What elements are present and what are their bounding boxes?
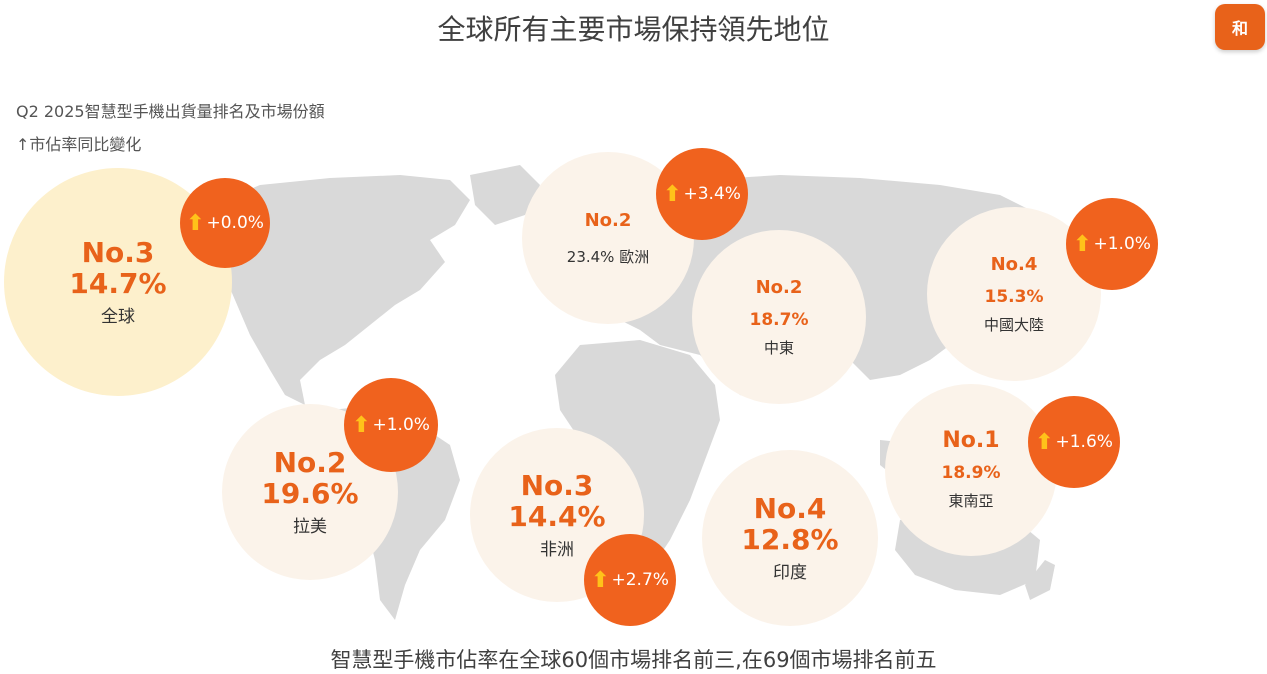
market-region: 印度 (773, 562, 807, 583)
market-bubble-global: No.3 14.7% 全球 (4, 168, 232, 396)
footer-note: 智慧型手機市佔率在全球60個市場排名前三,在69個市場排名前五 (330, 648, 937, 672)
market-rank: No.4 (990, 253, 1038, 275)
market-rank: No.2 (273, 445, 347, 479)
change-value: +2.7% (611, 570, 669, 590)
change-badge-china: ⬆ +1.0% (1066, 198, 1158, 290)
change-value: +3.4% (683, 184, 741, 204)
up-arrow-icon: ⬆ (1035, 429, 1054, 455)
brand-badge[interactable]: 和 (1215, 4, 1265, 50)
market-region: 中東 (763, 338, 794, 357)
market-rank: No.1 (942, 427, 1000, 453)
change-badge-global: ⬆ +0.0% (180, 178, 270, 268)
market-bubble-india: No.4 12.8% 印度 (702, 450, 878, 626)
up-arrow-icon: ⬆ (352, 412, 371, 438)
market-region: 拉美 (293, 516, 327, 537)
greenland-shape (470, 165, 540, 225)
market-share: 15.3% (984, 286, 1044, 307)
market-region: 中國大陸 (983, 315, 1044, 334)
change-value: +0.0% (206, 213, 264, 233)
change-badge-latam: ⬆ +1.0% (344, 378, 438, 472)
market-share: 14.4% (508, 499, 606, 533)
africa-shape (555, 340, 720, 575)
change-value: +1.6% (1055, 432, 1113, 452)
change-badge-sea: ⬆ +1.6% (1028, 396, 1120, 488)
market-share: 18.9% (941, 462, 1001, 483)
market-region: 東南亞 (948, 491, 994, 510)
market-rank: No.2 (584, 209, 632, 231)
market-share: 19.6% (261, 476, 359, 510)
up-arrow-icon: ⬆ (1073, 231, 1092, 257)
change-value: +1.0% (372, 415, 430, 435)
chart-subtitle: Q2 2025智慧型手機出貨量排名及市場份額 (16, 102, 325, 121)
change-value: +1.0% (1093, 234, 1151, 254)
market-share: 12.8% (741, 522, 839, 556)
market-share: 18.7% (749, 309, 809, 330)
legend-note: ↑市佔率同比變化 (16, 135, 142, 154)
market-region: 全球 (101, 306, 135, 327)
new-zealand-shape (1025, 560, 1055, 600)
up-arrow-icon: ⬆ (591, 567, 610, 593)
change-badge-europe: ⬆ +3.4% (656, 148, 748, 240)
market-bubble-sea: No.1 18.9% 東南亞 (885, 384, 1057, 556)
market-rank: No.3 (520, 468, 594, 502)
page-title: 全球所有主要市場保持領先地位 (437, 13, 830, 46)
market-share: 14.7% (69, 266, 167, 300)
market-rank: No.2 (755, 276, 803, 298)
market-bubble-middle-east: No.2 18.7% 中東 (692, 230, 866, 404)
market-rank: No.3 (81, 235, 155, 269)
market-rank: No.4 (753, 491, 827, 525)
market-region: 非洲 (540, 539, 574, 560)
up-arrow-icon: ⬆ (186, 210, 205, 236)
market-bubble-europe: No.2 23.4% 歐洲 (522, 152, 694, 324)
up-arrow-icon: ⬆ (663, 181, 682, 207)
market-share-region: 23.4% 歐洲 (566, 247, 650, 266)
change-badge-africa: ⬆ +2.7% (584, 534, 676, 626)
